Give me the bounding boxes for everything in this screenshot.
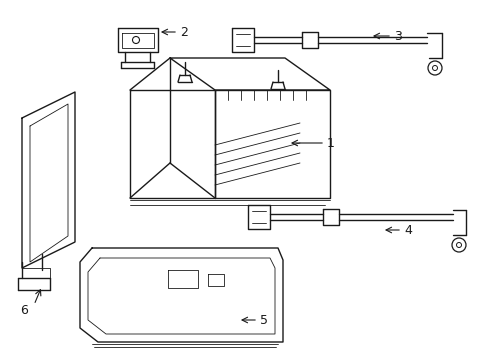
Text: 6: 6 (20, 303, 28, 316)
Text: 1: 1 (327, 136, 335, 149)
Text: 2: 2 (180, 26, 188, 39)
Text: 4: 4 (404, 224, 412, 237)
Text: 5: 5 (260, 314, 268, 327)
Text: 3: 3 (394, 30, 402, 42)
